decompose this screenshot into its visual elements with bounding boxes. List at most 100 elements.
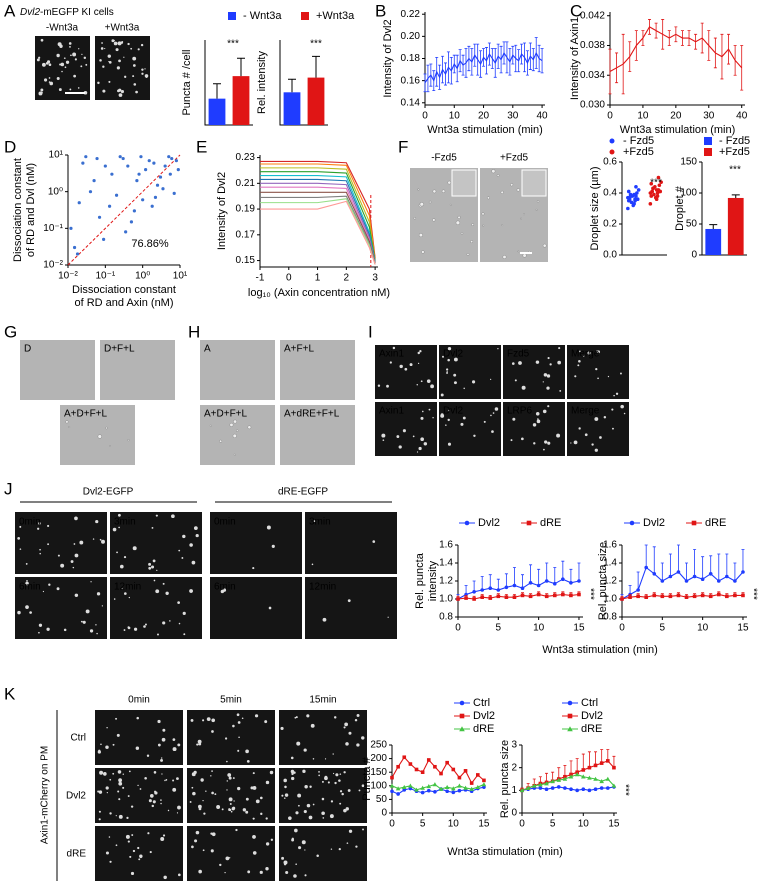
speck bbox=[200, 778, 204, 782]
speck bbox=[133, 83, 137, 86]
speck bbox=[102, 65, 105, 68]
error-bar bbox=[525, 50, 529, 76]
speck bbox=[25, 581, 29, 586]
marker bbox=[567, 700, 573, 706]
marker bbox=[531, 783, 537, 788]
marker bbox=[420, 770, 425, 774]
axis-label: Rel. intensity bbox=[256, 51, 268, 114]
speck bbox=[284, 793, 289, 797]
point bbox=[147, 159, 151, 163]
error-bar bbox=[458, 49, 462, 73]
bar bbox=[727, 197, 744, 255]
image-label: A+dRE+F+L bbox=[284, 409, 340, 420]
speck bbox=[291, 776, 295, 781]
micrograph bbox=[279, 826, 367, 881]
speck bbox=[491, 430, 494, 433]
speck bbox=[68, 42, 72, 45]
image-label: D+F+L bbox=[104, 344, 135, 355]
speck bbox=[511, 362, 515, 365]
image-label: +Fzd5 bbox=[500, 153, 529, 164]
speck bbox=[118, 59, 121, 63]
point bbox=[163, 164, 167, 168]
marker bbox=[463, 785, 468, 790]
speck bbox=[420, 416, 424, 420]
speck bbox=[447, 358, 450, 362]
image-label: -Fzd5 bbox=[431, 153, 457, 164]
speck bbox=[358, 789, 361, 792]
speck bbox=[118, 526, 120, 529]
y-tick-label: 0.17 bbox=[236, 229, 256, 240]
speck bbox=[135, 746, 140, 750]
speck bbox=[324, 776, 328, 781]
speck bbox=[172, 787, 177, 792]
speck bbox=[449, 203, 452, 206]
dot bbox=[655, 194, 660, 198]
speck bbox=[500, 190, 504, 194]
speck bbox=[102, 89, 106, 93]
marker bbox=[526, 520, 532, 526]
speck bbox=[101, 605, 104, 607]
speck bbox=[132, 849, 136, 853]
x-tick-label: 20 bbox=[478, 111, 490, 122]
axis-label: Intensity of Dvl2 bbox=[382, 19, 394, 97]
speck bbox=[73, 543, 76, 545]
speck bbox=[209, 424, 212, 427]
micrograph bbox=[100, 340, 175, 400]
speck bbox=[421, 250, 425, 254]
speck bbox=[151, 526, 154, 529]
speck bbox=[36, 58, 40, 62]
speck bbox=[537, 418, 539, 420]
speck bbox=[38, 623, 43, 627]
error-bar bbox=[435, 56, 439, 87]
speck bbox=[146, 754, 150, 757]
speck bbox=[19, 525, 22, 528]
speck bbox=[80, 65, 83, 68]
speck bbox=[214, 793, 217, 796]
speck bbox=[460, 232, 464, 235]
error-bar bbox=[733, 45, 737, 76]
axis-label: Droplet # bbox=[674, 185, 686, 231]
speck bbox=[226, 780, 228, 782]
side-label: Axin1-mCherry on PM bbox=[40, 746, 51, 844]
speck bbox=[194, 839, 198, 843]
speck bbox=[521, 437, 524, 441]
speck bbox=[281, 794, 284, 797]
speck bbox=[197, 739, 202, 744]
speck bbox=[420, 437, 424, 442]
speck bbox=[46, 60, 51, 64]
speck bbox=[324, 758, 327, 760]
speck bbox=[309, 785, 312, 788]
speck bbox=[361, 784, 365, 788]
error-bar bbox=[473, 43, 477, 67]
speck bbox=[341, 792, 344, 796]
panel-label: H bbox=[188, 322, 200, 341]
speck bbox=[228, 797, 233, 802]
speck bbox=[118, 93, 123, 97]
y-tick-label: 0.16 bbox=[401, 75, 421, 86]
speck bbox=[206, 717, 211, 722]
speck bbox=[109, 778, 112, 781]
speck bbox=[98, 810, 101, 813]
axis-label: Puncta # /cell bbox=[181, 49, 193, 115]
speck bbox=[355, 845, 358, 848]
legend-swatch bbox=[228, 12, 236, 20]
speck bbox=[192, 791, 196, 796]
error-bar bbox=[667, 30, 671, 46]
speck bbox=[41, 62, 46, 67]
speck bbox=[398, 445, 402, 449]
speck bbox=[123, 629, 126, 631]
speck bbox=[216, 805, 221, 809]
time-label: 5min bbox=[220, 695, 242, 706]
speck bbox=[128, 596, 131, 599]
marker bbox=[580, 774, 586, 779]
series-line bbox=[391, 783, 485, 791]
dot bbox=[629, 200, 634, 205]
micrograph bbox=[210, 577, 302, 639]
speck bbox=[510, 439, 513, 442]
marker bbox=[668, 594, 673, 599]
legend-swatch bbox=[704, 148, 712, 156]
speck bbox=[102, 772, 107, 776]
speck bbox=[283, 797, 286, 799]
marker bbox=[395, 786, 401, 791]
speck bbox=[362, 828, 364, 831]
